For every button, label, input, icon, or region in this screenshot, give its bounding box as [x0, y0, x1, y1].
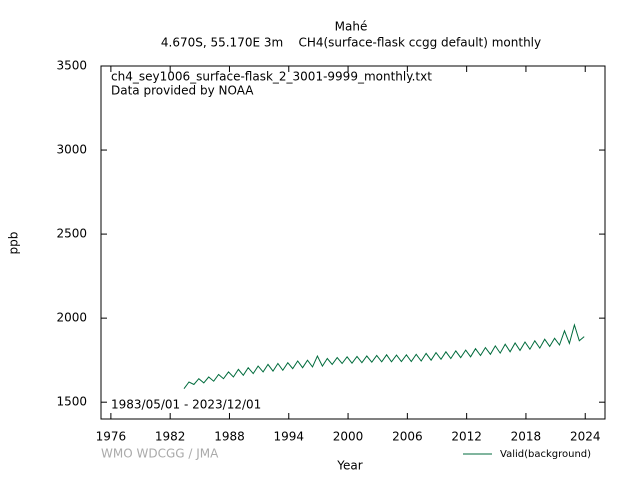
x-tick-label: 1994: [273, 430, 304, 444]
x-tick-label: 1988: [214, 430, 245, 444]
legend-label: Valid(background): [500, 449, 591, 460]
x-tick-label: 2024: [570, 430, 601, 444]
y-tick-label: 3000: [56, 143, 87, 157]
y-tick-label: 2000: [56, 311, 87, 325]
x-tick-label: 1976: [96, 430, 127, 444]
x-tick-label: 1982: [155, 430, 186, 444]
y-tick-label: 2500: [56, 227, 87, 241]
annotation: Data provided by NOAA: [111, 84, 254, 98]
x-tick-label: 2000: [333, 430, 364, 444]
plot-frame: [100, 65, 606, 420]
x-axis-label: Year: [336, 459, 362, 473]
x-tick-label: 2012: [451, 430, 482, 444]
data-line: [183, 323, 585, 389]
x-tick-label: 2018: [511, 430, 542, 444]
chart-subtitle: 4.670S, 55.170E 3m CH4(surface-flask ccg…: [161, 36, 541, 50]
chart-title: Mahé: [335, 20, 368, 34]
annotation: 1983/05/01 - 2023/12/01: [111, 398, 261, 412]
x-tick-label: 2006: [392, 430, 423, 444]
annotation: ch4_sey1006_surface-flask_2_3001-9999_mo…: [111, 70, 432, 84]
y-axis-label: ppb: [7, 232, 21, 255]
y-tick-label: 3500: [56, 59, 87, 73]
credit: WMO WDCGG / JMA: [101, 447, 219, 461]
y-tick-label: 1500: [56, 395, 87, 409]
